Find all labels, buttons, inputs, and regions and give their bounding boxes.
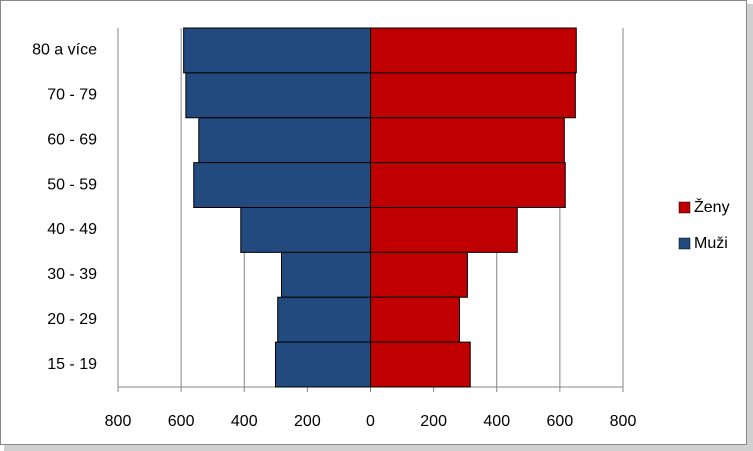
legend-label: Muži <box>694 235 728 252</box>
bar <box>370 341 471 388</box>
y-tick-label: 60 - 69 <box>47 131 97 148</box>
y-tick-label: 20 - 29 <box>47 311 97 328</box>
x-tick-label: 600 <box>547 413 574 430</box>
bar <box>185 72 371 119</box>
legend-label: Ženy <box>694 197 730 216</box>
y-tick-label: 15 - 19 <box>47 356 97 373</box>
legend-swatch <box>678 237 691 250</box>
bar <box>370 296 461 343</box>
bar <box>370 207 518 253</box>
bar <box>370 27 577 74</box>
y-tick-label: 30 - 39 <box>47 266 97 283</box>
x-tick-label: 800 <box>105 413 132 430</box>
bar <box>370 251 468 298</box>
legend-swatch <box>678 201 691 214</box>
x-tick-label: 400 <box>483 413 510 430</box>
bar <box>277 296 371 343</box>
bar <box>274 341 372 388</box>
x-tick-label: 600 <box>168 413 195 430</box>
x-tick-label: 400 <box>231 413 258 430</box>
y-tick-label: 50 - 59 <box>47 176 97 193</box>
x-tick-label: 200 <box>420 413 447 430</box>
bar <box>240 207 371 253</box>
frame-shadow <box>747 4 753 451</box>
x-tick-label: 200 <box>294 413 321 430</box>
y-tick-label: 80 a více <box>32 42 97 59</box>
bar <box>280 251 371 298</box>
x-tick-label: 800 <box>610 413 637 430</box>
bar <box>370 72 576 119</box>
bar <box>370 162 566 208</box>
frame-shadow <box>4 445 753 451</box>
y-tick-label: 70 - 79 <box>47 87 97 104</box>
bar <box>183 27 371 74</box>
bar <box>370 117 565 164</box>
bar <box>198 117 371 164</box>
x-tick-label: 0 <box>366 413 375 430</box>
bar <box>193 162 371 208</box>
y-tick-label: 40 - 49 <box>47 221 97 238</box>
